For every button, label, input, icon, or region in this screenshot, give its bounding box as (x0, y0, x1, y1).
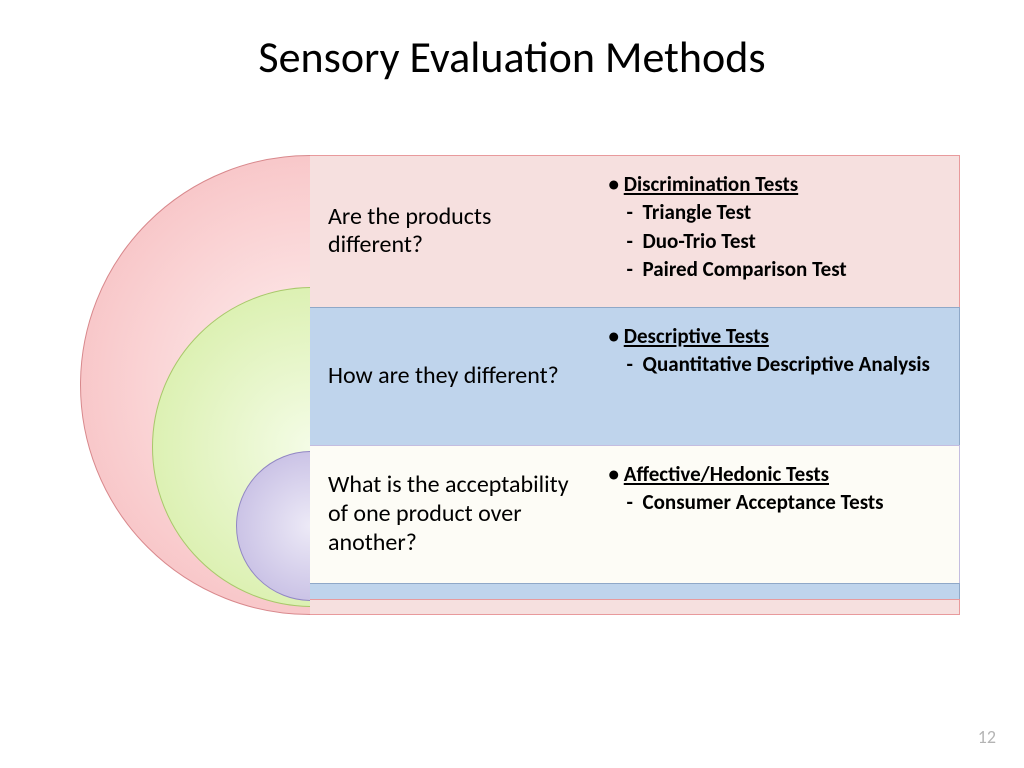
row-discrimination: Are the products different? Discriminati… (310, 155, 960, 307)
tail-row-pink (310, 599, 960, 615)
test-heading: Descriptive Tests (624, 323, 769, 349)
row-descriptive: How are they different? Descriptive Test… (310, 307, 960, 445)
test-sub: Consumer Acceptance Tests (609, 488, 949, 516)
test-heading: Discrimination Tests (624, 171, 798, 197)
question-text: What is the acceptability of one product… (310, 446, 609, 583)
tests-block: Descriptive Tests Quantitative Descripti… (609, 308, 959, 445)
question-text: Are the products different? (310, 156, 609, 307)
page-title: Sensory Evaluation Methods (0, 0, 1024, 84)
page-number: 12 (978, 726, 996, 748)
nested-arcs (80, 155, 310, 635)
diagram-container: Are the products different? Discriminati… (80, 155, 960, 635)
tests-block: Discrimination Tests Triangle Test Duo-T… (609, 156, 959, 307)
tail-row-blue (310, 583, 960, 599)
rows-container: Are the products different? Discriminati… (310, 155, 960, 615)
test-sub: Triangle Test (609, 198, 949, 226)
test-sub: Quantitative Descriptive Analysis (609, 350, 949, 378)
test-sub: Duo-Trio Test (609, 227, 949, 255)
question-text: How are they different? (310, 308, 609, 445)
tests-block: Affective/Hedonic Tests Consumer Accepta… (609, 446, 959, 583)
test-sub: Paired Comparison Test (609, 255, 949, 283)
test-heading: Affective/Hedonic Tests (624, 461, 829, 487)
row-affective: What is the acceptability of one product… (310, 445, 960, 583)
